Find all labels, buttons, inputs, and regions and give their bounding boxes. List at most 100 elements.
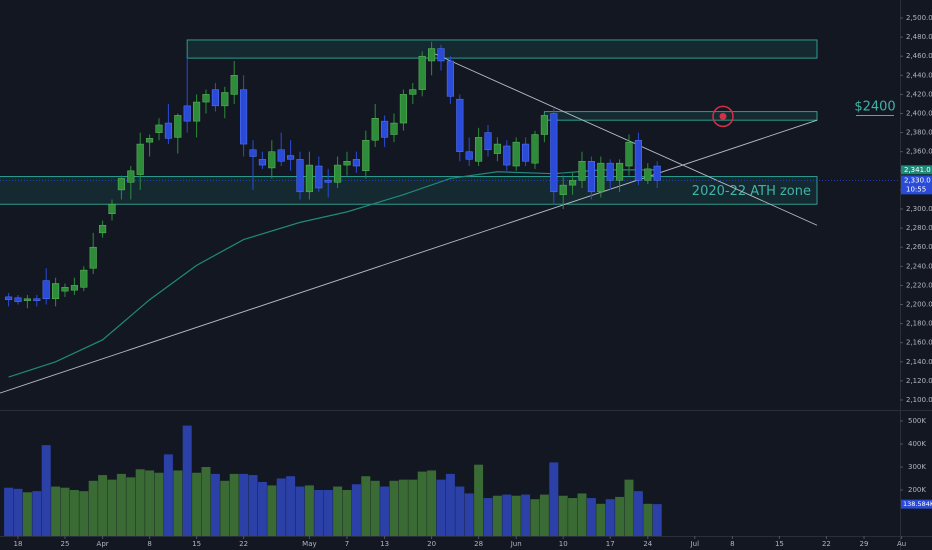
- x-tick-label: 17: [606, 540, 615, 548]
- x-tick-label: 8: [730, 540, 734, 548]
- volume-bar: [173, 470, 183, 536]
- candle-body: [305, 164, 313, 193]
- volume-bar: [615, 496, 625, 536]
- trendline: [0, 119, 818, 394]
- x-tick-label: 22: [239, 540, 248, 548]
- candle-body: [559, 184, 567, 195]
- candle-body: [127, 170, 135, 183]
- volume-bar: [192, 472, 202, 536]
- zone: [186, 39, 818, 59]
- volume-bar: [116, 473, 126, 536]
- volume-bar: [436, 479, 446, 536]
- volume-bar: [539, 494, 549, 536]
- candle-body: [99, 224, 107, 234]
- y-tick-label: 2,220.0: [906, 281, 932, 289]
- volume-bar: [549, 462, 559, 536]
- volume-bar: [220, 480, 230, 536]
- volume-bar: [333, 486, 343, 536]
- candle-body: [503, 145, 511, 166]
- volume-bar: [51, 486, 61, 536]
- candle-body: [578, 161, 586, 181]
- zone: [543, 111, 818, 121]
- volume-bar: [408, 479, 418, 536]
- candle-body: [409, 89, 417, 95]
- candle-body: [164, 122, 172, 139]
- volume-bar: [239, 473, 249, 536]
- volume-bar: [474, 464, 484, 536]
- candle-body: [14, 297, 22, 302]
- volume-bar: [126, 477, 136, 536]
- x-tick-label: 20: [427, 540, 436, 548]
- volume-bar: [389, 480, 399, 536]
- y-tick-label: 2,240.0: [906, 262, 932, 270]
- volume-bar: [13, 488, 23, 536]
- price-tag: [901, 165, 932, 175]
- y-tick-label: 2,440.0: [906, 71, 932, 79]
- volume-tag-label: 138.584K: [903, 500, 932, 508]
- candle-body: [89, 246, 97, 269]
- candle-body: [287, 155, 295, 160]
- candle-body: [616, 162, 624, 181]
- candle-body: [381, 120, 389, 138]
- y-tick-label: 2,180.0: [906, 320, 932, 328]
- y-tick-label: 2,420.0: [906, 90, 932, 98]
- candle-body: [324, 180, 332, 183]
- volume-bar: [257, 481, 267, 536]
- candle-body: [437, 48, 445, 62]
- volume-bar: [398, 479, 408, 536]
- volume-bar: [652, 504, 662, 536]
- candle-body: [606, 162, 614, 181]
- x-tick-label: 18: [14, 540, 23, 548]
- volume-bar: [163, 454, 173, 536]
- candle-body: [230, 75, 238, 95]
- volume-bar: [229, 473, 239, 536]
- volume-bar: [455, 486, 465, 536]
- x-tick-label: 29: [860, 540, 869, 548]
- moving-average: [8, 169, 658, 378]
- volume-bar: [276, 478, 286, 536]
- candle-body: [653, 165, 661, 181]
- y-tick-label: 2,120.0: [906, 377, 932, 385]
- volume-bar: [511, 495, 521, 536]
- marker-label: $2400: [854, 100, 895, 115]
- x-tick-label: 8: [147, 540, 151, 548]
- candle-body: [296, 159, 304, 193]
- candle-body: [155, 124, 163, 133]
- candle-body: [465, 151, 473, 160]
- candle-body: [249, 149, 257, 157]
- candle-body: [644, 168, 652, 181]
- y-tick-label: 2,200.0: [906, 301, 932, 309]
- x-tick-label: 10: [559, 540, 568, 548]
- candle-body: [240, 89, 248, 145]
- volume-bar: [361, 476, 371, 536]
- zone-label: 2020-22 ATH zone: [692, 184, 811, 199]
- candle-body: [597, 162, 605, 193]
- candle-body: [352, 159, 360, 167]
- volume-bar: [445, 473, 455, 536]
- candle-body: [277, 149, 285, 162]
- volume-bar: [79, 491, 89, 536]
- volume-bar: [427, 470, 437, 536]
- candle-body: [268, 151, 276, 169]
- volume-bar: [60, 487, 70, 536]
- volume-bar: [370, 480, 380, 536]
- volume-bar: [521, 494, 531, 536]
- volume-tick-label: 400K: [908, 440, 926, 448]
- candle-body: [512, 141, 520, 167]
- candle-body: [634, 139, 642, 181]
- volume-bar: [145, 470, 155, 536]
- volume-bar: [267, 485, 277, 536]
- y-tick-label: 2,280.0: [906, 224, 932, 232]
- x-tick-label: 15: [775, 540, 784, 548]
- y-tick-label: 2,460.0: [906, 52, 932, 60]
- y-tick-label: 2,300.0: [906, 205, 932, 213]
- candle-body: [221, 92, 229, 107]
- candle-body: [475, 137, 483, 162]
- y-tick-label: 2,400.0: [906, 110, 932, 118]
- candle-body: [5, 296, 13, 300]
- candle-body: [136, 143, 144, 175]
- zone: [0, 176, 818, 205]
- candle-body: [343, 161, 351, 166]
- candle-body: [399, 94, 407, 124]
